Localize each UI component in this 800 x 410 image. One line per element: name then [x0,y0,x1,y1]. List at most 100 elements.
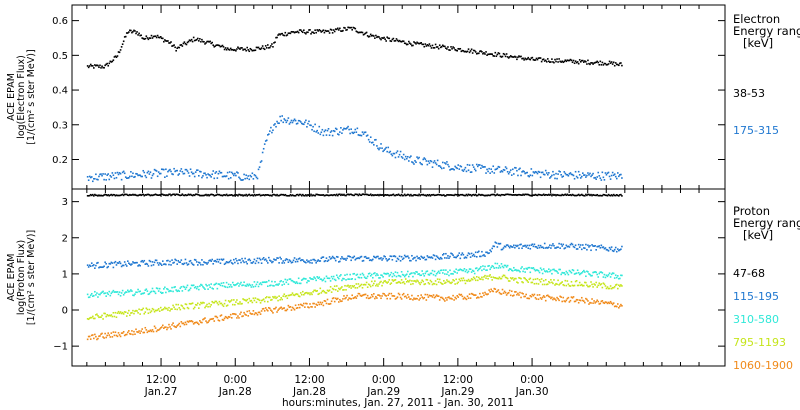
proton-point-795-1193 [249,300,252,302]
electron-point-38-53 [152,35,155,38]
proton-point-115-195 [301,259,304,261]
proton-point-310-580 [387,272,390,275]
proton-point-310-580 [396,271,399,274]
electron-point-175-315 [214,172,217,174]
proton-point-310-580 [161,292,164,294]
electron-data-points [86,26,623,183]
proton-point-1060-1900 [219,315,222,317]
electron-point-38-53 [228,49,231,51]
electron-point-38-53 [91,65,94,67]
proton-point-310-580 [586,270,588,273]
proton-point-47-68 [210,193,212,196]
proton-point-1060-1900 [412,298,414,301]
proton-point-310-580 [209,286,211,289]
electron-point-38-53 [436,46,439,48]
electron-point-175-315 [342,129,344,131]
proton-point-795-1193 [454,283,456,285]
electron-point-175-315 [121,171,124,174]
electron-point-175-315 [480,167,482,170]
electron-point-38-53 [585,60,587,63]
proton-point-115-195 [147,265,150,267]
proton-point-47-68 [117,194,120,197]
electron-point-175-315 [105,179,107,181]
proton-point-310-580 [297,277,300,280]
proton-point-795-1193 [458,278,461,281]
electron-point-38-53 [159,36,162,38]
proton-point-795-1193 [88,317,91,319]
electron-point-175-315 [112,174,115,177]
electron-point-175-315 [598,175,601,177]
proton-point-310-580 [401,273,404,276]
proton-point-795-1193 [401,281,404,284]
electron-point-175-315 [230,171,233,174]
proton-point-115-195 [328,256,331,258]
proton-point-1060-1900 [513,294,515,297]
proton-point-47-68 [279,194,281,196]
proton-point-115-195 [245,261,247,263]
electron-point-38-53 [495,55,498,58]
proton-point-47-68 [213,194,216,197]
proton-point-47-68 [298,193,301,196]
proton-point-310-580 [423,275,426,277]
proton-point-795-1193 [137,311,139,314]
proton-point-1060-1900 [289,306,292,308]
proton-point-795-1193 [374,280,376,282]
proton-point-310-580 [538,271,541,274]
electron-point-175-315 [240,179,242,181]
proton-point-47-68 [421,194,423,196]
proton-point-47-68 [574,194,577,197]
proton-point-115-195 [366,257,369,260]
proton-point-115-195 [103,265,105,268]
electron-point-38-53 [522,57,524,60]
proton-point-1060-1900 [575,298,578,301]
electron-point-175-315 [115,176,118,179]
proton-point-1060-1900 [258,311,261,314]
proton-point-795-1193 [451,281,453,284]
proton-point-1060-1900 [537,298,540,301]
electron-point-175-315 [571,173,574,176]
proton-point-1060-1900 [530,295,533,298]
electron-point-38-53 [199,38,201,40]
electron-point-38-53 [90,65,93,67]
electron-point-38-53 [427,44,430,47]
proton-point-795-1193 [153,310,156,313]
electron-point-38-53 [528,58,531,60]
proton-point-47-68 [463,194,466,197]
proton-point-310-580 [412,275,414,278]
electron-point-38-53 [360,31,363,34]
proton-point-795-1193 [504,276,507,279]
proton-point-310-580 [135,291,137,294]
proton-point-115-195 [199,262,201,264]
proton-point-1060-1900 [246,310,248,313]
proton-point-1060-1900 [452,294,454,297]
proton-point-310-580 [462,269,465,272]
electron-point-175-315 [212,170,215,172]
proton-point-1060-1900 [299,303,302,306]
proton-point-1060-1900 [347,299,349,301]
proton-point-115-195 [348,255,350,258]
proton-point-795-1193 [272,295,274,298]
electron-point-175-315 [307,122,309,125]
proton-point-310-580 [397,274,400,277]
proton-point-115-195 [231,262,234,265]
proton-point-310-580 [398,275,401,277]
proton-point-795-1193 [306,291,308,294]
electron-point-175-315 [468,164,471,166]
electron-point-175-315 [363,131,366,134]
proton-point-310-580 [125,291,128,293]
electron-point-175-315 [160,168,163,171]
proton-point-795-1193 [371,284,374,287]
proton-point-115-195 [86,264,89,266]
proton-point-47-68 [149,194,152,197]
electron-point-38-53 [397,40,400,43]
electron-point-38-53 [201,38,203,41]
electron-point-175-315 [282,121,285,124]
proton-point-115-195 [299,259,302,262]
electron-point-38-53 [449,49,451,51]
proton-point-115-195 [430,256,433,258]
proton-point-47-68 [408,193,410,196]
proton-point-1060-1900 [308,306,310,309]
proton-point-115-195 [553,244,555,247]
proton-point-115-195 [149,260,152,263]
proton-point-47-68 [620,193,622,196]
